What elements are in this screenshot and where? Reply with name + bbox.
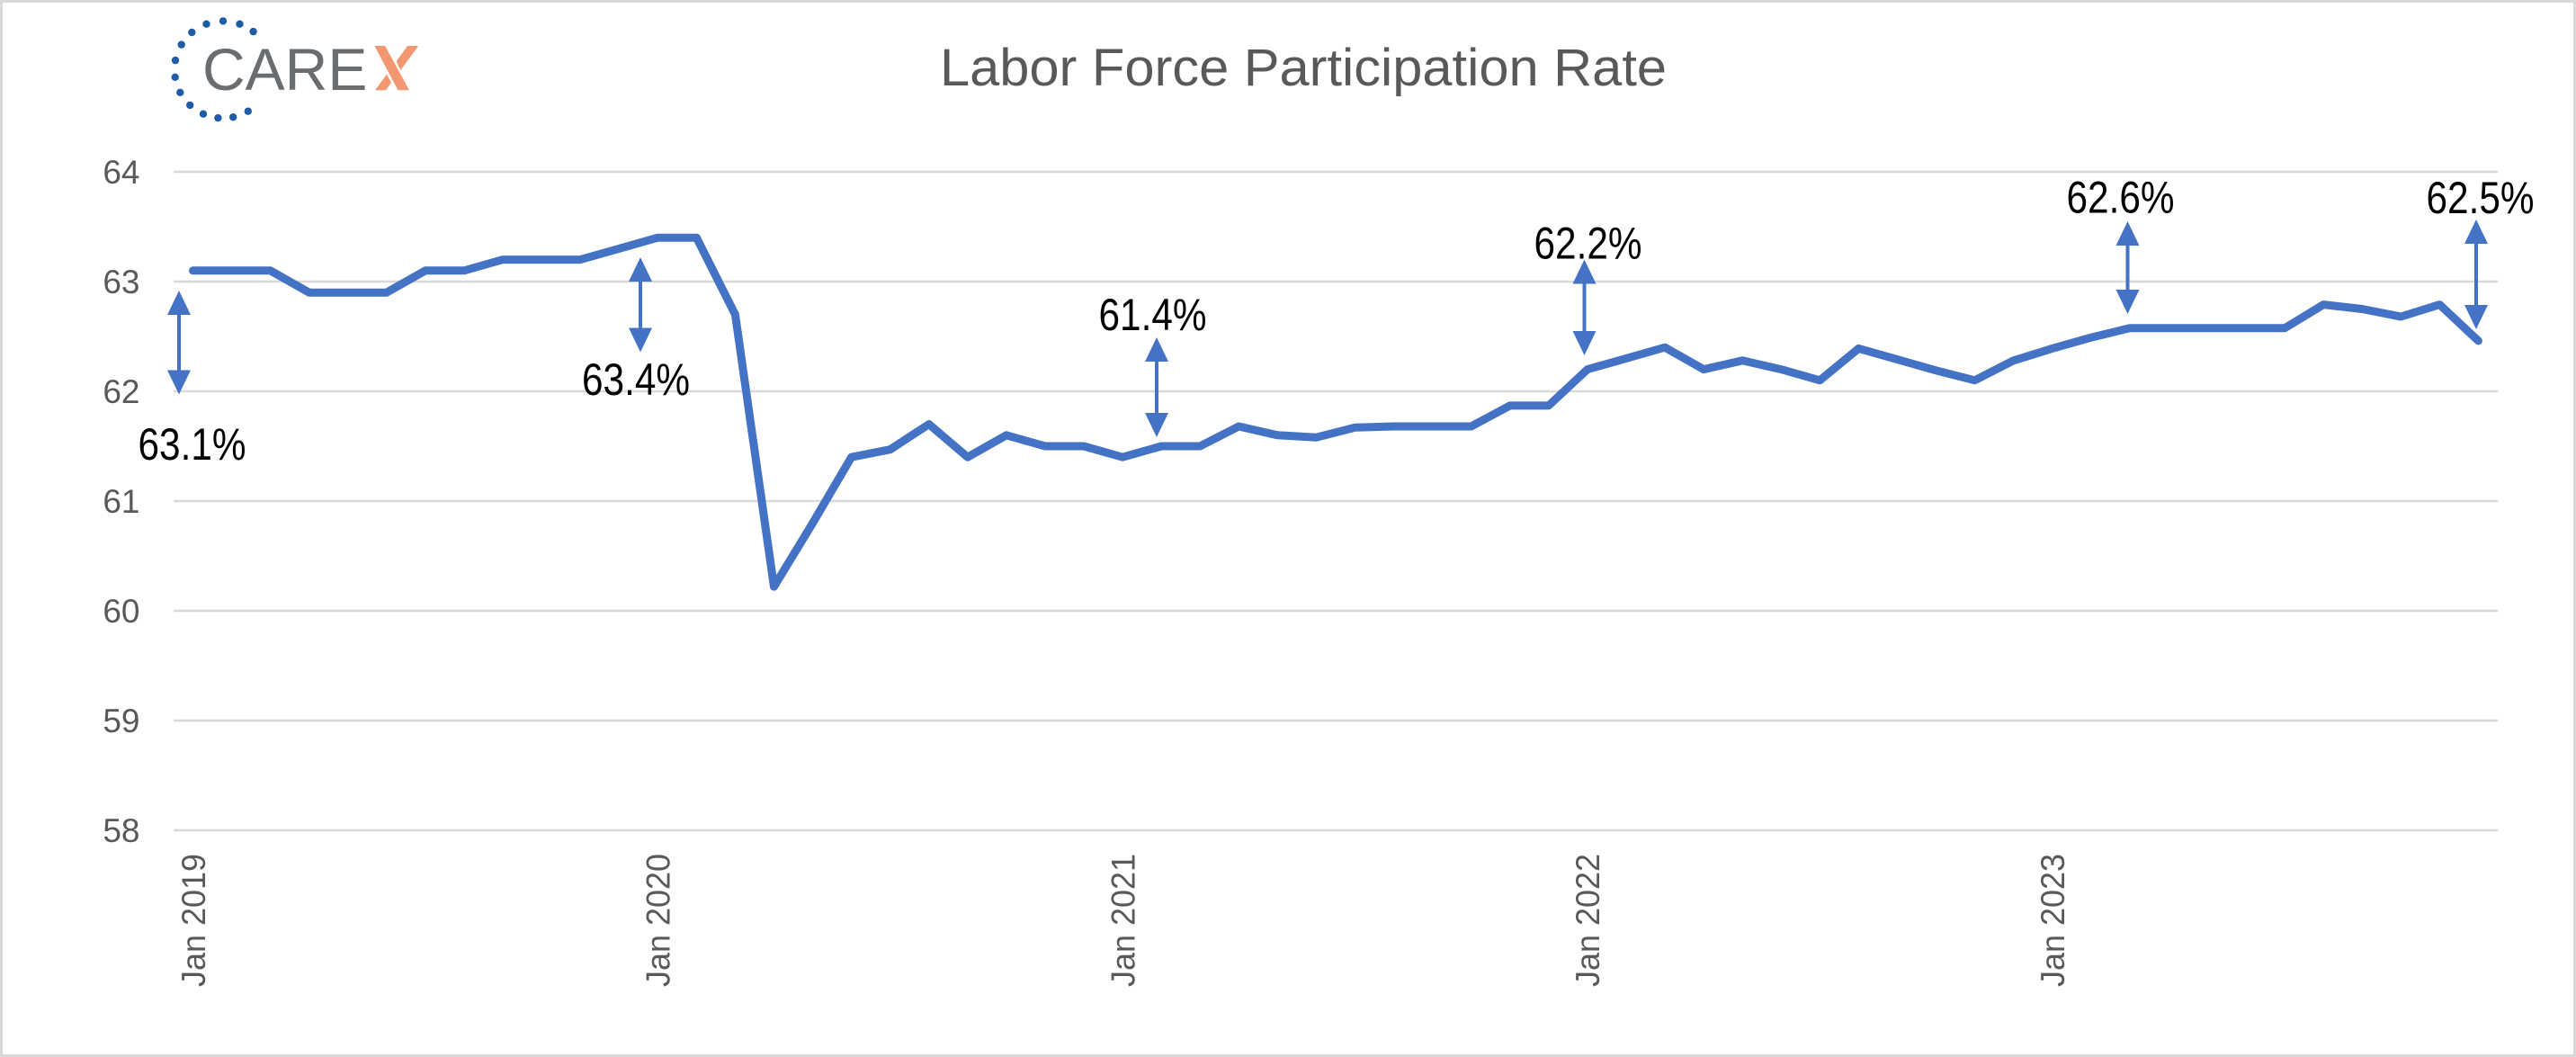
- svg-text:Jan 2020: Jan 2020: [640, 854, 677, 987]
- svg-text:62: 62: [103, 373, 139, 410]
- svg-text:Jan 2019: Jan 2019: [175, 854, 212, 987]
- svg-text:60: 60: [103, 593, 139, 630]
- svg-text:61: 61: [103, 483, 139, 520]
- svg-text:61.4%: 61.4%: [1099, 290, 1207, 340]
- svg-text:58: 58: [103, 812, 139, 849]
- svg-text:Jan 2021: Jan 2021: [1105, 854, 1141, 987]
- svg-text:63: 63: [103, 264, 139, 300]
- svg-text:62.6%: 62.6%: [2067, 173, 2175, 223]
- svg-text:CARE: CARE: [202, 36, 367, 103]
- svg-text:Labor Force Participation Rate: Labor Force Participation Rate: [940, 39, 1667, 97]
- svg-text:63.4%: 63.4%: [582, 354, 690, 405]
- svg-text:59: 59: [103, 703, 139, 739]
- svg-text:Jan 2023: Jan 2023: [2035, 854, 2071, 987]
- svg-text:63.1%: 63.1%: [139, 419, 246, 470]
- svg-text:62.5%: 62.5%: [2427, 173, 2535, 223]
- svg-text:Jan 2022: Jan 2022: [1570, 854, 1606, 987]
- svg-text:64: 64: [103, 154, 139, 191]
- svg-text:62.2%: 62.2%: [1534, 219, 1642, 269]
